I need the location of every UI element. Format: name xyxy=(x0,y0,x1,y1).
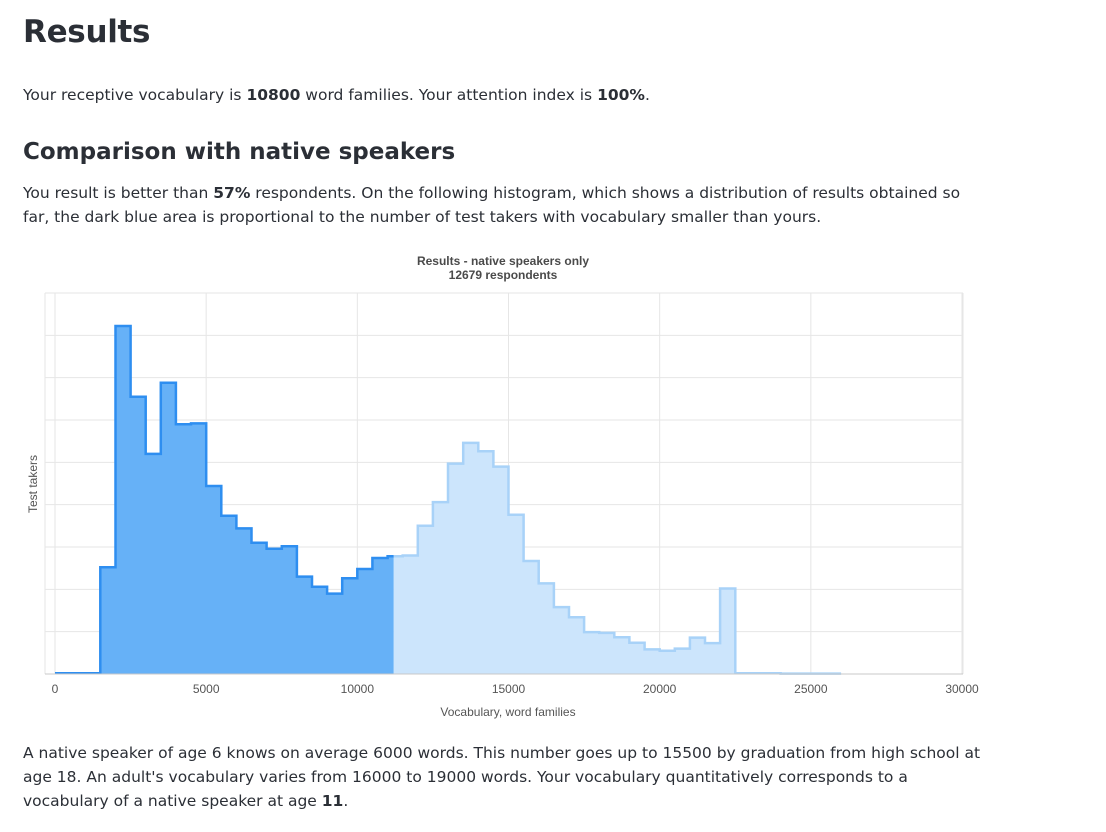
x-axis-title: Vocabulary, word families xyxy=(440,705,575,719)
x-tick-label: 20000 xyxy=(643,682,677,696)
histogram-outline-above-user xyxy=(393,441,842,675)
page-title: Results xyxy=(23,14,151,50)
histogram-outline-below-user xyxy=(55,324,394,675)
x-tick-label: 30000 xyxy=(945,682,979,696)
percentile-value: 57% xyxy=(213,184,251,202)
x-axis-ticks: 0 5000 10000 15000 20000 25000 30000 xyxy=(52,682,979,696)
chart-title: Results - native speakers only xyxy=(417,254,589,268)
attention-index-value: 100% xyxy=(597,86,645,104)
y-axis-title: Test takers xyxy=(26,455,40,513)
comparison-text: You result is better than 57% respondent… xyxy=(23,184,961,226)
vocabulary-summary: Your receptive vocabulary is 10800 word … xyxy=(23,86,650,104)
x-tick-label: 25000 xyxy=(794,682,828,696)
x-tick-label: 0 xyxy=(52,682,59,696)
x-tick-label: 15000 xyxy=(492,682,526,696)
histogram-area-below-user xyxy=(55,326,394,674)
equivalent-age-value: 11 xyxy=(321,792,344,810)
histogram-area-above-user xyxy=(393,442,842,674)
chart-subtitle: 12679 respondents xyxy=(449,268,558,282)
comparison-heading: Comparison with native speakers xyxy=(23,139,456,165)
x-tick-label: 10000 xyxy=(341,682,375,696)
vocabulary-value: 10800 xyxy=(246,86,301,104)
native-speaker-text: A native speaker of age 6 knows on avera… xyxy=(23,744,981,810)
x-tick-label: 5000 xyxy=(193,682,220,696)
